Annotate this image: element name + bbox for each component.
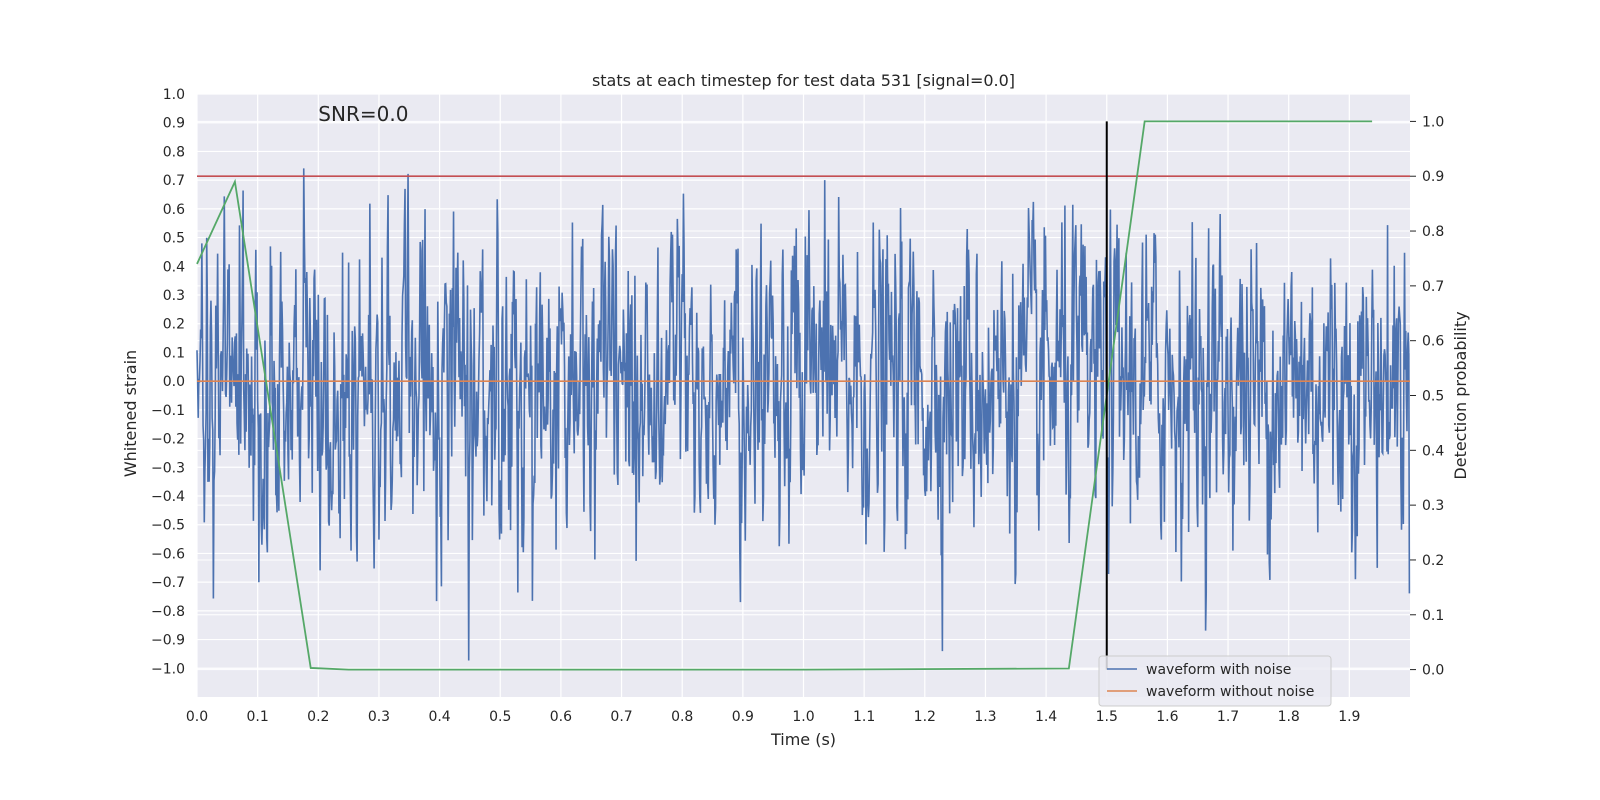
y-tick-label: −0.4 bbox=[151, 489, 185, 505]
y-tick-label: 0.2 bbox=[163, 317, 185, 333]
x-tick-label: 1.9 bbox=[1338, 709, 1360, 725]
y2-tick-label: 0.8 bbox=[1422, 224, 1444, 240]
y2-tick-label: 0.1 bbox=[1422, 608, 1444, 624]
x-tick-label: 0.2 bbox=[307, 709, 329, 725]
y-tick-label: 0.6 bbox=[163, 202, 185, 218]
legend-box bbox=[1098, 655, 1332, 707]
x-tick-label: 1.6 bbox=[1156, 709, 1178, 725]
y-tick-label: −0.8 bbox=[151, 604, 185, 620]
snr-annotation: SNR=0.0 bbox=[318, 102, 408, 126]
x-tick-label: 0.8 bbox=[671, 709, 693, 725]
y-tick-label: 0.7 bbox=[163, 173, 185, 189]
y2-tick-label: 0.9 bbox=[1422, 169, 1444, 185]
y2-tick-label: 0.6 bbox=[1422, 334, 1444, 350]
y2-tick-label: 0.3 bbox=[1422, 498, 1444, 514]
y-tick-label: 0.8 bbox=[163, 144, 185, 160]
x-tick-label: 1.1 bbox=[853, 709, 875, 725]
y-tick-label: −0.2 bbox=[151, 432, 185, 448]
y-tick-label: 0.5 bbox=[163, 231, 185, 247]
x-tick-label: 1.4 bbox=[1035, 709, 1057, 725]
x-tick-label: 0.7 bbox=[610, 709, 632, 725]
y-tick-label: −0.6 bbox=[151, 546, 185, 562]
x-tick-label: 0.1 bbox=[247, 709, 269, 725]
series-layer bbox=[196, 120, 1411, 671]
y-tick-label: −0.1 bbox=[151, 403, 185, 419]
y2-tick-label: 0.2 bbox=[1422, 553, 1444, 569]
legend: waveform with noise waveform without noi… bbox=[1098, 655, 1332, 707]
y-tick-label: 0.3 bbox=[163, 288, 185, 304]
y-tick-label: −1.0 bbox=[151, 661, 185, 677]
y2-tick-label: 0.0 bbox=[1422, 663, 1444, 679]
series-detection-probability bbox=[196, 120, 1373, 671]
y2-tick-label: 0.5 bbox=[1422, 389, 1444, 405]
y-tick-label: 1.0 bbox=[163, 87, 185, 103]
x-tick-label: 1.0 bbox=[792, 709, 814, 725]
x-tick-label: 1.8 bbox=[1278, 709, 1300, 725]
x-tick-label: 1.5 bbox=[1096, 709, 1118, 725]
y-tick-label: −0.3 bbox=[151, 460, 185, 476]
x-tick-label: 1.2 bbox=[914, 709, 936, 725]
x-tick-label: 1.7 bbox=[1217, 709, 1239, 725]
chart-title: stats at each timestep for test data 531… bbox=[592, 71, 1015, 90]
y-tick-label: 0.4 bbox=[163, 259, 185, 275]
x-tick-label: 0.6 bbox=[550, 709, 572, 725]
y2-axis-label: Detection probability bbox=[1451, 311, 1470, 479]
ticks-layer: 0.0 0.1 0.2 0.3 0.4 0.5 0.6 0.7 0.8 0.9 1.0 1.1 1.2 1… bbox=[151, 87, 1444, 725]
legend-label-noisy: waveform with noise bbox=[1146, 662, 1291, 678]
x-tick-label: 0.5 bbox=[489, 709, 511, 725]
x-tick-label: 0.4 bbox=[428, 709, 450, 725]
y-tick-label: −0.7 bbox=[151, 575, 185, 591]
y-tick-label: 0.0 bbox=[163, 374, 185, 390]
x-tick-label: 1.3 bbox=[974, 709, 996, 725]
y2-tick-label: 0.4 bbox=[1422, 443, 1444, 459]
series-waveform-with-noise bbox=[196, 168, 1411, 661]
x-axis-label: Time (s) bbox=[770, 730, 836, 749]
y2-tick-label: 1.0 bbox=[1422, 114, 1444, 130]
y-tick-label: 0.9 bbox=[163, 116, 185, 132]
y-tick-label: −0.9 bbox=[151, 633, 185, 649]
y2-tick-label: 0.7 bbox=[1422, 279, 1444, 295]
y-tick-label: −0.5 bbox=[151, 518, 185, 534]
x-tick-label: 0.9 bbox=[732, 709, 754, 725]
legend-label-clean: waveform without noise bbox=[1146, 684, 1314, 700]
y-axis-label: Whitened strain bbox=[121, 350, 140, 477]
y-tick-label: 0.1 bbox=[163, 345, 185, 361]
x-tick-label: 0.3 bbox=[368, 709, 390, 725]
x-tick-label: 0.0 bbox=[186, 709, 208, 725]
